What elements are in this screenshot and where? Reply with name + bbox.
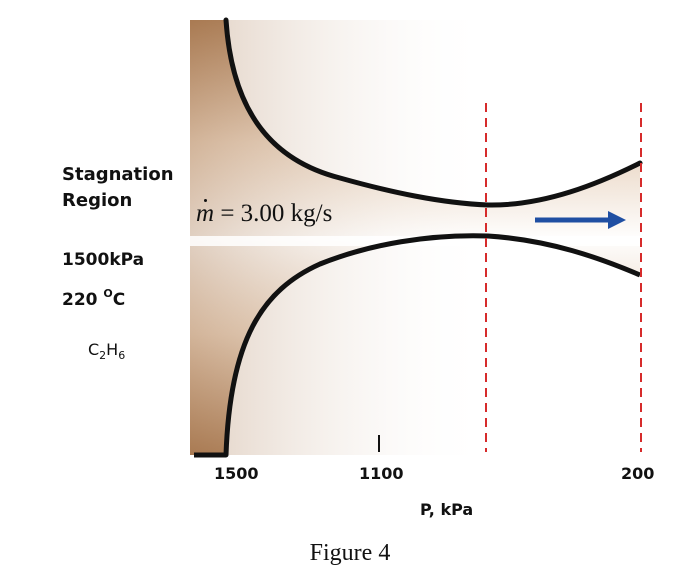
mass-flow-label: m = 3.00 kg/s — [196, 200, 332, 228]
tick-label-1100: 1100 — [359, 464, 404, 483]
axis-title: P, kPa — [420, 500, 474, 519]
mass-flow-symbol: m — [196, 200, 215, 227]
stagnation-pressure: 1500kPa — [62, 250, 145, 270]
tick-label-1500: 1500 — [214, 464, 259, 483]
gas-sub1: 2 — [99, 349, 107, 363]
figure-caption: Figure 4 — [309, 540, 391, 566]
temperature-unit: C — [112, 290, 126, 310]
tick-label-200: 200 — [621, 464, 655, 483]
gas-c: C — [88, 340, 100, 359]
mass-flow-equation: = 3.00 kg/s — [220, 200, 333, 227]
gas-formula: C2H6 — [88, 340, 126, 363]
stagnation-temperature: 220 OC — [62, 288, 125, 309]
temperature-degree: O — [103, 287, 113, 300]
nozzle-upper-wall — [223, 17, 643, 208]
temperature-value: 220 — [62, 290, 104, 310]
nozzle-lower-wall — [194, 233, 641, 458]
stagnation-region-label: Stagnation Region — [62, 162, 174, 214]
stagnation-title-line1: Stagnation — [62, 164, 174, 185]
stagnation-title-line2: Region — [62, 190, 133, 211]
gas-sub2: 6 — [118, 349, 126, 363]
flow-direction-arrow — [535, 211, 626, 229]
gas-h: H — [106, 340, 119, 359]
